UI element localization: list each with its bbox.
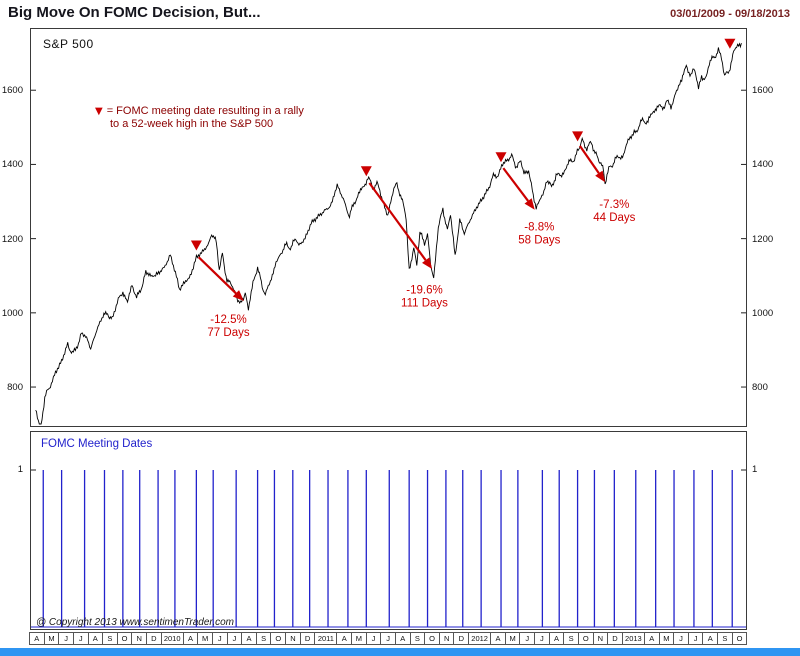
year-label-box: 2012 xyxy=(468,632,492,645)
legend: ▼ = FOMC meeting date resulting in a rall… xyxy=(95,105,304,131)
year-label-box: 2010 xyxy=(160,632,184,645)
month-label-box: S xyxy=(255,632,272,645)
decline-arrowhead-icon xyxy=(232,290,244,301)
fomc-rally-marker-icon xyxy=(360,166,372,177)
date-range: 03/01/2009 - 09/18/2013 xyxy=(670,8,790,20)
month-label-box: J xyxy=(687,632,704,645)
month-label-box: J xyxy=(534,632,550,645)
month-label-box: A xyxy=(548,632,565,645)
month-label-box: J xyxy=(365,632,382,645)
month-label-box: A xyxy=(394,632,411,645)
month-label-box: S xyxy=(563,632,579,645)
right-y-axis: 800 1000 1200 1400 1600 xyxy=(749,29,776,426)
triangle-down-icon: ▼ xyxy=(95,106,103,117)
month-label-box: O xyxy=(424,632,440,645)
month-label-box: O xyxy=(731,632,748,645)
y-axis-label: 1000 xyxy=(1,307,23,319)
month-label-box: N xyxy=(438,632,455,645)
month-label-box: S xyxy=(102,632,118,645)
fomc-ytick-right: 1 xyxy=(752,464,758,475)
legend-line2: to a 52-week high in the S&P 500 xyxy=(110,118,274,130)
decline-arrowhead-icon xyxy=(422,257,433,270)
month-label-box: A xyxy=(241,632,257,645)
decline-arrowhead-icon xyxy=(595,170,606,183)
copyright-text: @ Copyright 2013 www.sentimenTrader.com xyxy=(36,617,235,628)
decline-arrow xyxy=(502,167,529,202)
y-axis-label: 1200 xyxy=(752,233,774,245)
sp500-price-line xyxy=(35,42,742,425)
month-label-box: S xyxy=(717,632,733,645)
month-label-box: J xyxy=(380,632,396,645)
month-label-box: D xyxy=(453,632,470,645)
decline-annotation: -7.3% 44 Days xyxy=(593,199,635,224)
fomc-rally-marker-icon xyxy=(190,240,202,251)
x-axis-month-boxes: A M J J A S O N D 2010 A M J J A S O N D 2011 A M J J A S O N D 2012 A… xyxy=(29,632,748,645)
month-label-box: A xyxy=(702,632,719,645)
y-axis-label: 1600 xyxy=(1,85,23,97)
bottom-strip xyxy=(0,648,800,656)
fomc-spike-chart xyxy=(31,469,746,628)
month-label-box: O xyxy=(270,632,287,645)
month-label-box: O xyxy=(577,632,594,645)
month-label-box: J xyxy=(226,632,243,645)
fomc-rally-marker-icon xyxy=(724,38,736,49)
month-label-box: A xyxy=(336,632,353,645)
year-label-box: 2011 xyxy=(314,632,338,645)
month-label-box: M xyxy=(43,632,60,645)
legend-line1: ▼ = FOMC meeting date resulting in a rall… xyxy=(95,105,304,117)
legend-line1-text: = FOMC meeting date resulting in a rally xyxy=(106,105,304,117)
month-label-box: D xyxy=(146,632,162,645)
fomc-ytick-left: 1 xyxy=(17,464,23,475)
decline-arrow xyxy=(578,145,600,174)
month-label-box: J xyxy=(519,632,536,645)
left-y-axis: 800 1000 1200 1400 1600 xyxy=(0,29,27,426)
month-label-box: M xyxy=(504,632,521,645)
month-label-box: M xyxy=(197,632,213,645)
y-axis-label: 800 xyxy=(7,382,23,394)
y-axis-label: 1400 xyxy=(752,159,774,171)
month-label-box: J xyxy=(72,632,89,645)
month-label-box: A xyxy=(29,632,45,645)
fomc-rally-marker-icon xyxy=(572,131,584,142)
month-label-box: O xyxy=(116,632,133,645)
month-label-box: J xyxy=(58,632,74,645)
y-axis-label: 1000 xyxy=(752,307,774,319)
month-label-box: N xyxy=(285,632,301,645)
price-panel: -12.5% 77 Days -19.6% 111 Days -8.8% 58 Days -… xyxy=(30,28,747,427)
month-label-box: S xyxy=(409,632,426,645)
decline-arrow xyxy=(197,256,237,295)
month-label-box: J xyxy=(211,632,228,645)
month-label-box: N xyxy=(131,632,147,645)
month-label-box: M xyxy=(351,632,367,645)
year-label-box: 2013 xyxy=(621,632,645,645)
fomc-panel-title: FOMC Meeting Dates xyxy=(41,438,153,450)
month-label-box: M xyxy=(658,632,675,645)
decline-arrow xyxy=(368,182,427,261)
month-label-box: D xyxy=(299,632,316,645)
decline-arrowhead-icon xyxy=(524,198,535,210)
fomc-panel: FOMC Meeting Dates @ Copyright 2013 www.… xyxy=(30,431,747,630)
price-chart: -12.5% 77 Days -19.6% 111 Days -8.8% 58 Days -… xyxy=(31,38,746,425)
month-label-box: D xyxy=(607,632,623,645)
month-label-box: N xyxy=(592,632,609,645)
fomc-rally-marker-icon xyxy=(495,152,507,163)
month-label-box: A xyxy=(643,632,660,645)
y-axis-label: 800 xyxy=(752,382,768,394)
chart-title: Big Move On FOMC Decision, But... xyxy=(8,4,261,21)
y-axis-label: 1400 xyxy=(1,159,23,171)
decline-annotation: -8.8% 58 Days xyxy=(518,221,560,246)
month-label-box: A xyxy=(490,632,506,645)
series-label: S&P 500 xyxy=(43,37,94,51)
month-label-box: A xyxy=(87,632,104,645)
decline-annotation: -19.6% 111 Days xyxy=(401,285,448,310)
decline-annotation: -12.5% 77 Days xyxy=(207,314,249,339)
y-axis-label: 1200 xyxy=(1,233,23,245)
month-label-box: A xyxy=(182,632,199,645)
month-label-box: J xyxy=(673,632,689,645)
y-axis-label: 1600 xyxy=(752,85,774,97)
